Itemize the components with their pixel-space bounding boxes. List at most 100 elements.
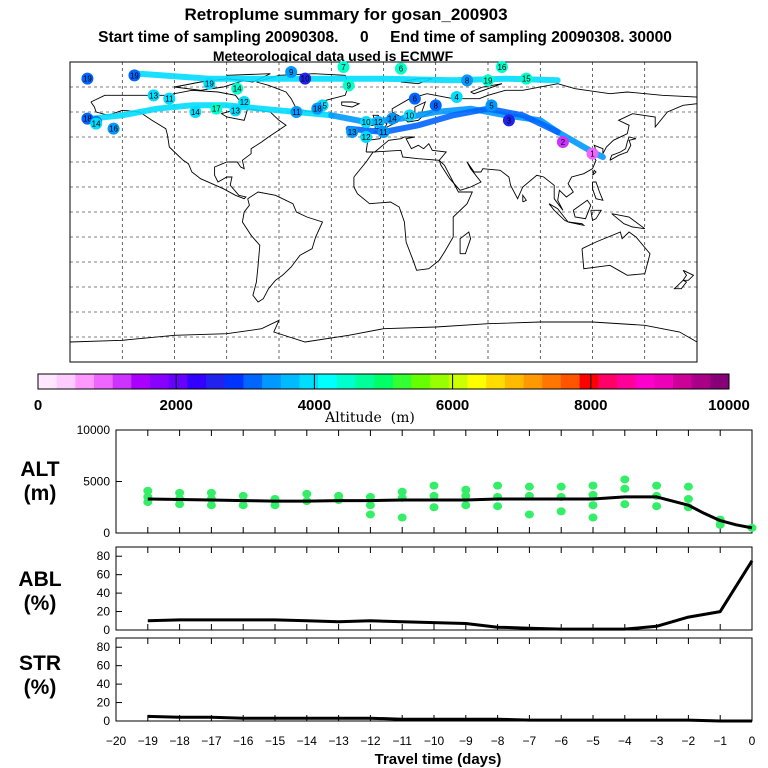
cluster-marker	[386, 112, 399, 125]
alt-cluster-point	[365, 501, 375, 510]
colorbar-cell	[430, 374, 450, 389]
cluster-label: 14	[233, 85, 242, 94]
colorbar-cell	[224, 374, 244, 389]
colorbar-cell	[131, 374, 151, 389]
coastline	[590, 209, 603, 221]
cluster-label: 8	[465, 76, 470, 85]
cluster-marker	[203, 77, 216, 90]
altitude-colorbar: 0 2000 4000 6000 8000 10000 Altitude (m)	[34, 373, 750, 426]
alt-cluster-point	[270, 501, 280, 510]
colorbar-cell	[262, 374, 282, 389]
colorbar-cell	[672, 374, 693, 389]
str-series-line	[147, 714, 752, 723]
alt-cluster-point	[620, 484, 630, 493]
x-tick-label: 0	[749, 734, 756, 748]
colorbar-tick-label: 2000	[160, 397, 193, 414]
cluster-marker	[520, 72, 533, 85]
cluster-marker	[238, 96, 251, 108]
cluster-label: 11	[292, 108, 301, 117]
alt-cluster-point	[397, 513, 407, 522]
alt-cluster-point	[206, 501, 216, 510]
colorbar-cell	[355, 374, 375, 389]
coastline	[90, 89, 287, 200]
alt-cluster-point	[652, 502, 662, 511]
cluster-marker	[360, 116, 373, 128]
x-tick-label: −16	[233, 734, 254, 748]
x-tick-label: −9	[459, 734, 473, 748]
plume-cluster-markers: 1919191818161413111417131214119107915681…	[81, 61, 599, 160]
colorbar-cell	[56, 374, 76, 389]
cluster-marker	[495, 61, 508, 73]
cluster-label: 6	[413, 95, 418, 104]
colorbar-cell	[598, 374, 618, 389]
colorbar-cell	[75, 374, 95, 389]
cluster-label: 19	[130, 71, 139, 80]
str-y-tick-label: 60	[97, 659, 111, 673]
cluster-marker	[107, 122, 120, 135]
colorbar-cell	[448, 374, 469, 389]
cluster-marker	[128, 69, 141, 82]
cluster-marker	[461, 74, 474, 87]
cluster-marker	[285, 66, 298, 78]
x-tick-label: −15	[265, 734, 286, 748]
cluster-label: 17	[212, 105, 221, 114]
alt-cluster-point	[429, 503, 439, 512]
colorbar-cell	[710, 374, 730, 389]
cluster-marker	[346, 126, 359, 138]
cluster-label: 3	[507, 116, 512, 125]
abl-panel-label: ABL	[18, 568, 61, 591]
x-tick-label: −3	[650, 734, 664, 748]
colorbar-cell	[187, 374, 207, 389]
x-tick-label: −19	[138, 734, 159, 748]
alt-cluster-point	[620, 475, 630, 484]
cluster-marker	[299, 72, 312, 85]
str-y-tick-label: 20	[97, 696, 111, 710]
alt-cluster-point	[175, 500, 185, 509]
coastline	[241, 191, 324, 303]
coastline	[522, 193, 527, 203]
cluster-label: 11	[165, 95, 174, 104]
cluster-label: 15	[522, 75, 531, 84]
x-tick-label: −6	[554, 734, 568, 748]
coastline	[341, 101, 361, 108]
abl-y-tick-label: 0	[103, 623, 110, 637]
alt-cluster-point	[652, 481, 662, 490]
cluster-marker	[147, 89, 160, 102]
alt-cluster-point	[461, 491, 471, 500]
abl-y-tick-label: 60	[97, 568, 111, 582]
coastline	[592, 181, 604, 201]
cluster-label: 13	[231, 106, 240, 115]
x-tick-label: −17	[201, 734, 222, 748]
coastline	[256, 73, 350, 113]
alt-cluster-point	[429, 481, 439, 490]
alt-cluster-point	[302, 489, 312, 498]
cluster-label: 6	[399, 65, 404, 74]
met-data-line: Meteorological data used is ECMWF	[213, 48, 454, 64]
alt-cluster-point	[461, 485, 471, 494]
cluster-marker	[403, 109, 416, 122]
cluster-label: 12	[240, 98, 249, 107]
plume-track	[136, 70, 561, 84]
colorbar-cell	[411, 374, 431, 389]
abl-y-tick-label: 20	[97, 605, 111, 619]
alt-panel-frame	[115, 429, 753, 534]
cluster-marker	[556, 136, 569, 148]
colorbar-cell	[299, 374, 319, 389]
x-tick-label: −7	[523, 734, 537, 748]
alt-cluster-point	[493, 502, 503, 511]
colorbar-cell	[579, 374, 599, 389]
cluster-label: 14	[92, 120, 101, 129]
alt-cluster-point	[620, 500, 630, 509]
alt-cluster-point	[715, 520, 725, 529]
cluster-label: 12	[374, 118, 383, 127]
cluster-label: 16	[497, 63, 506, 72]
cluster-label: 19	[83, 75, 92, 84]
cluster-marker	[394, 62, 407, 75]
alt-cluster-point	[588, 513, 598, 522]
alt-cluster-point	[238, 491, 248, 500]
cluster-marker	[337, 61, 350, 73]
colorbar-cell	[206, 374, 226, 389]
coastline	[673, 279, 688, 290]
alt-series-line	[147, 495, 753, 530]
abl-y-tick-label: 40	[97, 586, 111, 600]
